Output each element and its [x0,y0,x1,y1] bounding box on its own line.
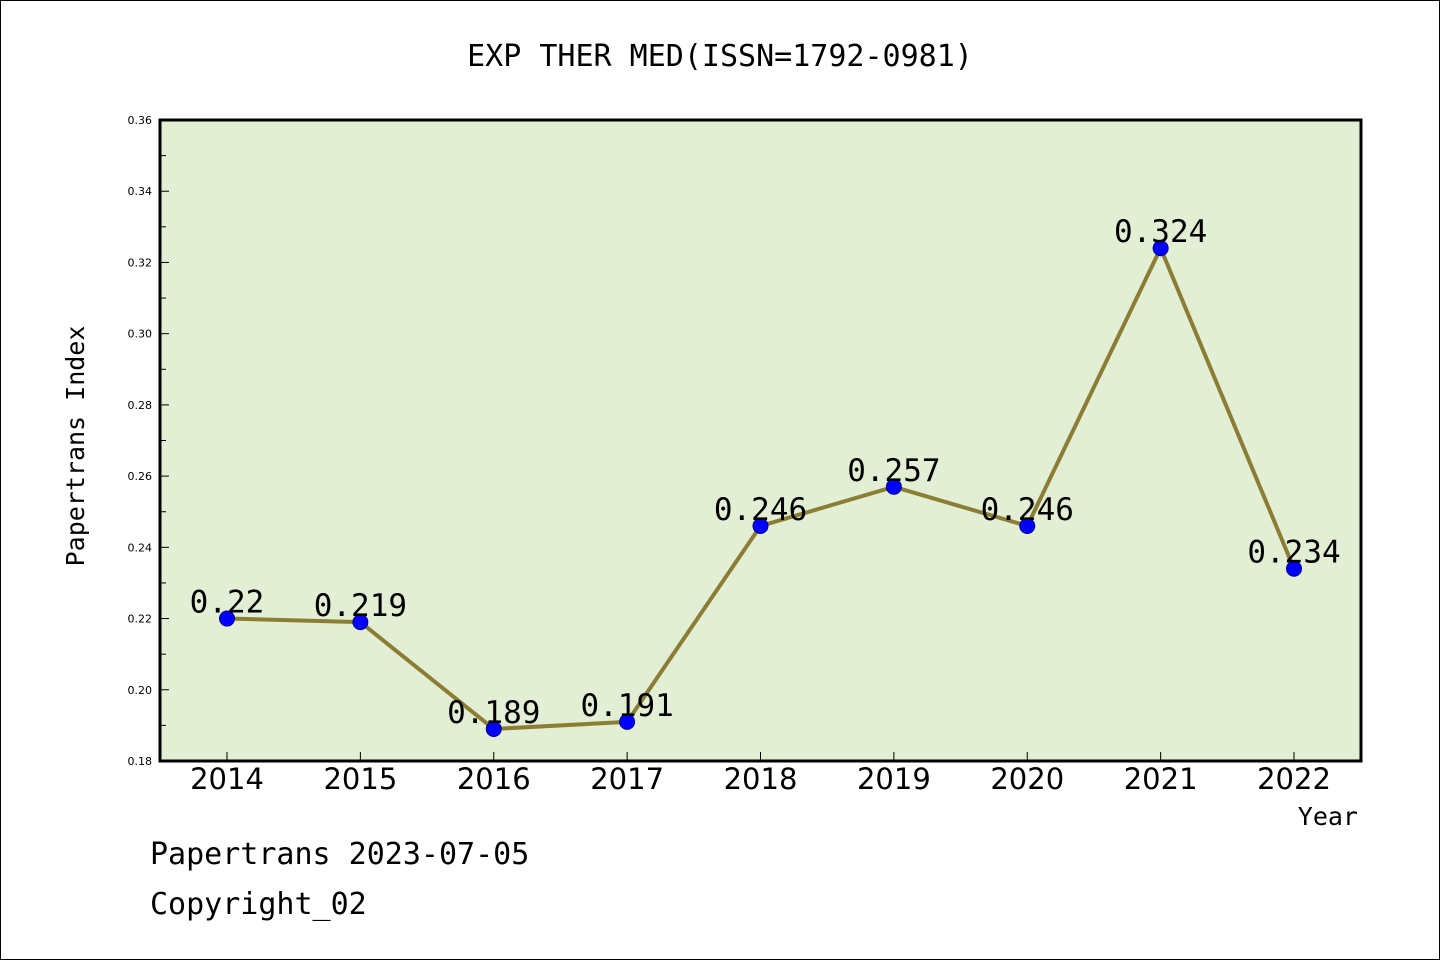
y-tick-label: 0.26 [128,470,153,483]
x-tick-label: 2019 [857,762,931,796]
data-point [619,713,636,730]
x-tick-label: 2018 [724,762,798,796]
data-point [885,478,902,495]
x-tick-label: 2020 [990,762,1064,796]
data-label: 0.234 [1247,535,1340,571]
data-point [1019,517,1036,534]
footer-copyright: Copyright_02 [150,887,367,922]
series-papertrans-index: 0.22 0.219 0.189 0.191 0.246 0.257 0.246 0.324 0… [190,214,1341,737]
chart-title: EXP THER MED(ISSN=1792-0981) [467,39,973,74]
y-tick-label: 0.20 [128,684,153,697]
x-tick-label: 2015 [323,762,397,796]
data-label: 0.191 [580,688,673,724]
x-tick-label: 2021 [1124,762,1198,796]
x-axis: 2014 2015 2016 2017 2018 2019 2020 2021 2022 [190,752,1331,796]
y-tick-label: 0.22 [128,613,153,626]
data-point [219,610,235,627]
data-point [1152,240,1169,257]
data-label: 0.246 [714,492,807,528]
x-tick-label: 2014 [190,762,264,796]
data-label: 0.257 [847,453,940,489]
x-tick-label: 2016 [457,762,531,796]
y-axis-label: Papertrans Index [61,326,90,567]
y-tick-label: 0.28 [128,399,153,412]
y-tick-label: 0.36 [128,114,153,127]
data-label: 0.246 [981,492,1074,528]
y-tick-label: 0.30 [128,328,153,341]
y-tick-label: 0.24 [128,541,153,554]
data-point [485,720,502,737]
data-point [1286,560,1302,577]
data-label: 0.22 [190,585,265,621]
x-tick-label: 2017 [590,762,664,796]
data-label: 0.189 [447,695,540,731]
y-axis: 0.18 0.20 0.22 0.24 0.26 0.28 0.30 0.32 0.34 0.36 [128,114,169,768]
data-point [752,517,769,534]
plot-area [158,118,1363,763]
footer-date: Papertrans 2023-07-05 [150,837,529,872]
y-tick-label: 0.34 [128,185,153,198]
y-tick-label: 0.32 [128,256,153,269]
data-label: 0.219 [314,588,407,624]
x-tick-label: 2022 [1257,762,1331,796]
x-axis-label: Year [1298,802,1358,831]
data-label: 0.324 [1114,214,1207,250]
y-tick-label: 0.18 [128,755,153,768]
data-point [352,614,369,631]
